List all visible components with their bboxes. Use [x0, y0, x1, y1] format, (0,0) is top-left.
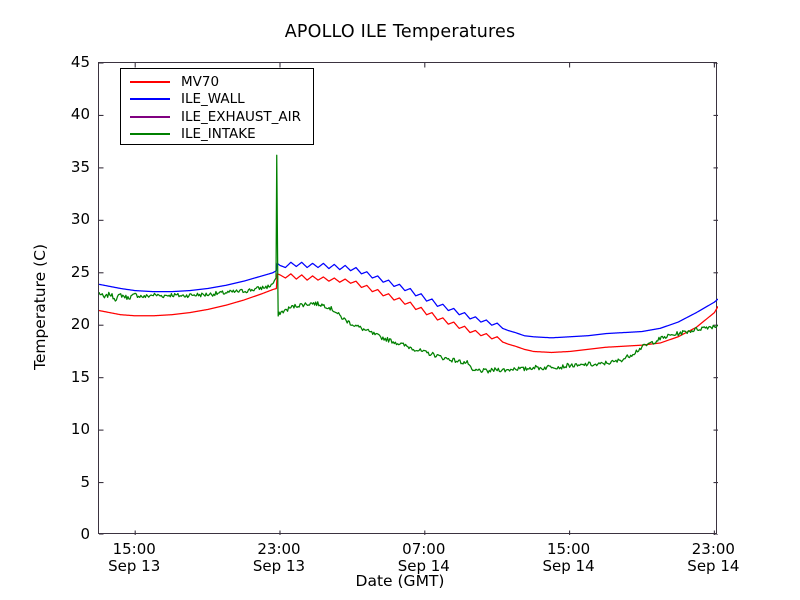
series-line-ile_wall [99, 261, 718, 339]
plot-area [98, 62, 718, 535]
x-tick-label: 15:00 Sep 13 [79, 540, 189, 576]
x-tick-date: Sep 14 [397, 557, 450, 576]
x-tick-label: 07:00 Sep 14 [369, 540, 479, 576]
legend-item[interactable]: ILE_EXHAUST_AIR [121, 108, 313, 126]
y-tick-label: 40 [70, 105, 90, 124]
x-axis-label: Date (GMT) [355, 572, 445, 590]
legend-label: ILE_EXHAUST_AIR [181, 108, 301, 125]
legend-item[interactable]: MV70 [121, 73, 313, 91]
x-tick-date: Sep 14 [687, 557, 740, 576]
y-tick-label: 0 [80, 525, 90, 543]
y-tick-label: 45 [70, 53, 90, 71]
x-tick-time: 23:00 [691, 540, 735, 558]
y-tick-label: 5 [80, 472, 90, 491]
y-tick-label: 25 [70, 262, 90, 281]
legend-swatch-icon [130, 98, 170, 101]
chart-title: APOLLO ILE Temperatures [284, 22, 516, 42]
y-tick-label: 20 [70, 315, 90, 334]
x-tick-time: 15:00 [546, 540, 591, 558]
x-tick-label: 15:00 Sep 14 [514, 540, 624, 576]
series-line-ile_intake [99, 154, 718, 374]
legend-swatch-icon [130, 80, 170, 83]
x-tick-date: Sep 13 [252, 557, 306, 576]
y-tick-label: 10 [70, 420, 90, 439]
x-tick-time: 15:00 [112, 540, 156, 558]
y-axis-tick-labels: 0 5 10 15 20 25 30 35 40 45 [52, 0, 90, 600]
x-tick-label: 23:00 Sep 13 [224, 540, 334, 576]
x-tick-date: Sep 14 [542, 557, 595, 576]
x-tick-date: Sep 13 [108, 557, 161, 576]
y-tick-label: 30 [70, 210, 90, 229]
series-line-mv70 [99, 273, 718, 354]
legend-label: ILE_WALL [181, 91, 245, 108]
legend-item[interactable]: ILE_INTAKE [121, 126, 313, 144]
legend-label: MV70 [181, 73, 220, 90]
legend-item[interactable]: ILE_WALL [121, 91, 313, 109]
legend-box: MV70 ILE_WALL ILE_EXHAUST_AIR ILE_INTAKE [120, 68, 314, 145]
legend-swatch-icon [130, 133, 170, 136]
legend-swatch-icon [130, 115, 170, 118]
x-tick-time: 23:00 [257, 540, 301, 558]
y-tick-label: 35 [70, 157, 90, 176]
legend-label: ILE_INTAKE [181, 126, 256, 143]
y-tick-label: 15 [70, 367, 90, 386]
plot-lines [99, 63, 718, 535]
x-tick-time: 07:00 [402, 540, 446, 558]
x-tick-label: 23:00 Sep 14 [658, 540, 768, 576]
